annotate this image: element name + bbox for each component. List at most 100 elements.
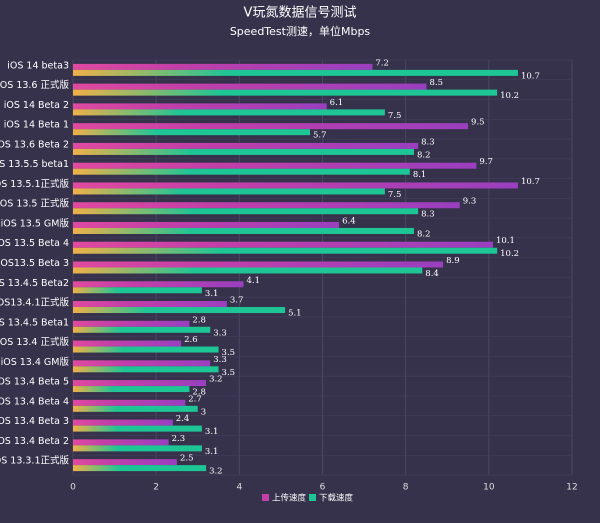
value-label: 4.1 xyxy=(246,276,260,286)
y-tick-label: iOS 13.4.5 Beta2 xyxy=(0,278,69,289)
value-label: 3.3 xyxy=(213,355,227,365)
value-label: 7.5 xyxy=(388,190,402,200)
value-label: 2.8 xyxy=(192,388,206,398)
bar xyxy=(73,439,169,446)
x-tick-label: 6 xyxy=(320,483,326,493)
value-label: 3.5 xyxy=(222,348,236,358)
bar xyxy=(73,227,414,234)
value-label: 2.5 xyxy=(180,454,194,464)
value-label: 8.5 xyxy=(429,78,443,88)
x-tick-label: 2 xyxy=(153,483,159,493)
value-label: 2.6 xyxy=(184,335,198,345)
bar xyxy=(73,459,177,466)
bar xyxy=(73,162,477,169)
value-label: 3.1 xyxy=(205,427,219,437)
bar xyxy=(73,103,327,110)
value-label: 10.7 xyxy=(521,71,540,81)
y-tick-label: iOS 13.4 GM版 xyxy=(1,356,70,368)
y-tick-label: iOS13.4.1正式版 xyxy=(0,297,69,309)
bar xyxy=(73,465,207,472)
value-label: 8.1 xyxy=(413,170,427,180)
legend-label: 上传速度 xyxy=(272,493,307,504)
bar xyxy=(73,360,211,367)
x-tick-label: 12 xyxy=(566,483,577,493)
y-tick-label: iOS 13.5 Beta 4 xyxy=(0,238,69,249)
value-label: 8.9 xyxy=(446,256,460,266)
value-label: 9.7 xyxy=(479,157,493,167)
value-label: 2.4 xyxy=(176,414,190,424)
value-label: 3.7 xyxy=(230,296,244,306)
y-tick-label: iOS 13.4 Beta 2 xyxy=(0,436,69,447)
bar xyxy=(73,221,340,228)
bar xyxy=(73,445,202,452)
value-label: 6.4 xyxy=(342,216,356,226)
bar xyxy=(73,287,202,294)
y-tick-label: iOS 13.6 Beta 2 xyxy=(0,139,69,150)
legend-swatch xyxy=(309,494,316,501)
y-tick-label: iOS 13.4 Beta 3 xyxy=(0,416,69,427)
value-label: 7.5 xyxy=(388,111,402,121)
y-tick-label: iOS 13.5.1正式版 xyxy=(0,178,69,190)
value-label: 3.1 xyxy=(205,289,219,299)
value-label: 2.3 xyxy=(172,434,186,444)
value-label: 3.3 xyxy=(213,328,227,338)
bar xyxy=(73,267,423,274)
bar xyxy=(73,109,385,116)
value-label: 2.7 xyxy=(188,394,202,404)
bar xyxy=(73,405,198,412)
y-tick-label: iOS 14 beta3 xyxy=(7,60,69,71)
bar xyxy=(73,123,469,130)
bar xyxy=(73,83,427,90)
bar xyxy=(73,425,202,432)
value-label: 3.1 xyxy=(205,447,219,457)
value-label: 3 xyxy=(201,407,206,417)
bar xyxy=(73,168,410,175)
x-tick-label: 0 xyxy=(70,483,76,493)
bar xyxy=(73,399,186,406)
y-tick-label: iOS 13.4 Beta 5 xyxy=(0,377,69,388)
y-tick-label: iOS 14 Beta 1 xyxy=(4,120,69,131)
value-label: 5.1 xyxy=(288,309,302,319)
value-label: 8.3 xyxy=(421,137,435,147)
value-label: 3.2 xyxy=(209,375,223,385)
value-label: 10.2 xyxy=(500,249,519,259)
y-tick-label: iOS 13.6 正式版 xyxy=(0,79,69,91)
value-label: 3.5 xyxy=(222,368,236,378)
y-tick-label: iOS 13.3.1正式版 xyxy=(0,455,69,467)
y-tick-label: iOS 13.5.5 beta1 xyxy=(0,159,69,170)
value-label: 8.2 xyxy=(417,150,431,160)
bar xyxy=(73,247,498,254)
value-label: 10.2 xyxy=(500,91,519,101)
legend-swatch xyxy=(262,494,269,501)
value-label: 2.8 xyxy=(192,315,206,325)
value-label: 9.3 xyxy=(463,197,477,207)
bar xyxy=(73,148,414,155)
value-label: 5.7 xyxy=(313,131,327,141)
value-label: 10.1 xyxy=(496,236,515,246)
bar xyxy=(73,208,419,215)
y-tick-label: iOS 13.4 正式版 xyxy=(0,336,69,348)
bar xyxy=(73,386,190,393)
value-label: 3.2 xyxy=(209,467,223,477)
chart-title: V玩氮数据信号测试 xyxy=(244,6,357,21)
value-label: 6.1 xyxy=(330,98,344,108)
value-label: 8.3 xyxy=(421,210,435,220)
bar xyxy=(73,307,286,314)
bar xyxy=(73,129,311,136)
bar xyxy=(73,346,219,353)
y-tick-label: iOS13.5 Beta 3 xyxy=(0,258,69,269)
bar xyxy=(73,241,493,248)
value-label: 8.4 xyxy=(425,269,439,279)
y-tick-label: iOS 13.4.5 Beta1 xyxy=(0,317,69,328)
bar xyxy=(73,69,518,76)
x-tick-label: 8 xyxy=(403,483,409,493)
bar xyxy=(73,89,498,96)
y-tick-label: iOS 13.5 正式版 xyxy=(0,198,69,210)
bar xyxy=(73,320,190,327)
bar xyxy=(73,419,173,426)
bar xyxy=(73,202,460,209)
bar xyxy=(73,340,182,347)
bar xyxy=(73,301,227,308)
bar xyxy=(73,182,518,189)
